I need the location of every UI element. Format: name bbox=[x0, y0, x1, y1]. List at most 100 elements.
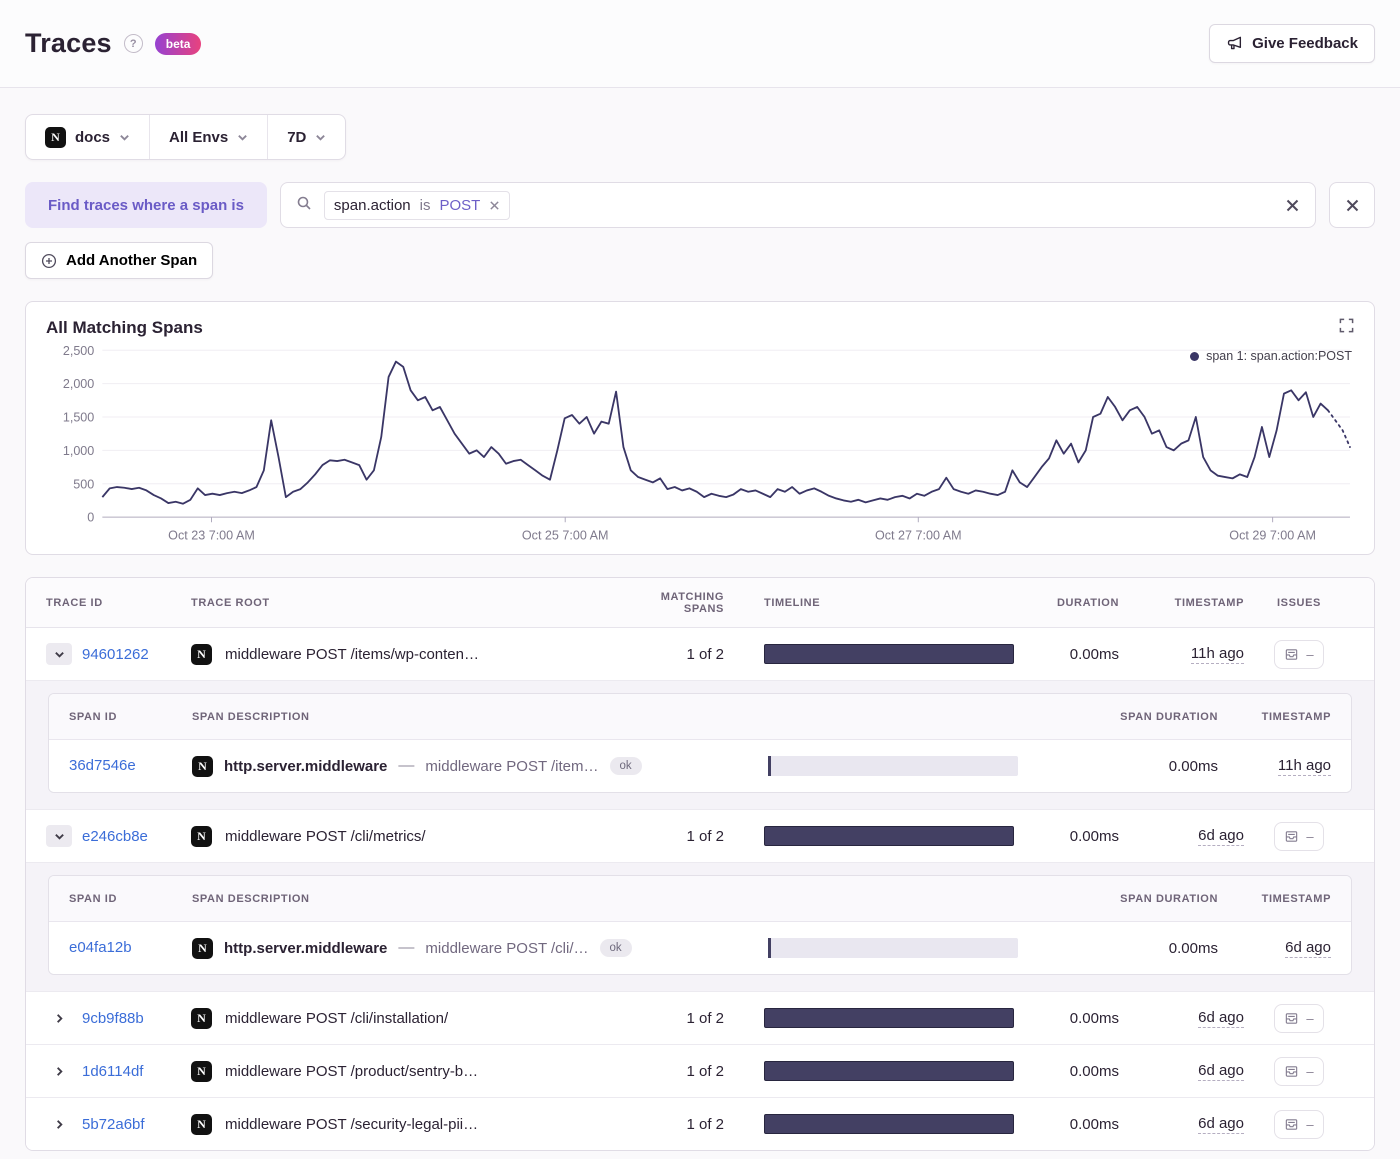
span-id-link[interactable]: 36d7546e bbox=[69, 757, 136, 774]
environment-filter-dropdown[interactable]: All Envs bbox=[149, 115, 267, 159]
nextjs-icon: N bbox=[191, 1113, 212, 1135]
trace-id-link[interactable]: 5b72a6bf bbox=[82, 1115, 145, 1133]
span-query-row: Find traces where a span is span.action … bbox=[25, 182, 1375, 228]
span-search-input[interactable]: span.action is POST bbox=[279, 182, 1316, 228]
matching-spans-count: 1 of 2 bbox=[686, 1009, 724, 1027]
trace-row[interactable]: 9cb9f88b N middleware POST /cli/installa… bbox=[26, 992, 1374, 1044]
matching-spans-count: 1 of 2 bbox=[686, 1062, 724, 1080]
y-axis-label: 1,000 bbox=[63, 443, 94, 458]
span-timeline-bar bbox=[768, 756, 1018, 776]
token-value: POST bbox=[439, 196, 481, 214]
spans-subtable: SPAN ID SPAN DESCRIPTION SPAN DURATION T… bbox=[48, 875, 1352, 975]
add-another-span-label: Add Another Span bbox=[66, 252, 198, 269]
nextjs-project-icon: N bbox=[45, 126, 66, 148]
fullscreen-icon bbox=[1339, 318, 1354, 333]
col-span-description: SPAN DESCRIPTION bbox=[192, 710, 310, 723]
span-operation: http.server.middleware bbox=[224, 757, 388, 775]
spans-line-chart[interactable]: 0 500 1,000 1,500 2,000 2,500 Oct 23 7:00 AM Oc… bbox=[46, 342, 1354, 548]
dash-separator: — bbox=[398, 757, 415, 774]
span-timestamp-value[interactable]: 6d ago bbox=[1285, 939, 1331, 958]
issues-button[interactable]: – bbox=[1274, 1056, 1324, 1086]
collapse-trace-chevron[interactable] bbox=[46, 643, 72, 665]
chart-legend-item[interactable]: span 1: span.action:POST bbox=[1190, 349, 1352, 363]
inbox-icon bbox=[1286, 1118, 1298, 1130]
duration-value: 0.00ms bbox=[1069, 1115, 1119, 1133]
span-row[interactable]: 36d7546e N http.server.middleware — midd… bbox=[49, 740, 1351, 792]
matching-spans-count: 1 of 2 bbox=[686, 645, 724, 663]
expand-chart-button[interactable] bbox=[1339, 318, 1354, 333]
trace-group: e246cb8e N middleware POST /cli/metrics/… bbox=[26, 810, 1374, 992]
page-title: Traces bbox=[25, 28, 112, 58]
project-filter-label: docs bbox=[75, 128, 111, 146]
timestamp-value[interactable]: 6d ago bbox=[1198, 1009, 1244, 1028]
traces-table: TRACE ID TRACE ROOT MATCHING SPANS TIMEL… bbox=[25, 577, 1375, 1151]
trace-group: 94601262 N middleware POST /items/wp-con… bbox=[26, 628, 1374, 810]
timestamp-value[interactable]: 6d ago bbox=[1198, 827, 1244, 846]
add-another-span-button[interactable]: Add Another Span bbox=[25, 242, 214, 279]
col-issues: ISSUES bbox=[1277, 596, 1321, 609]
project-filter-dropdown[interactable]: N docs bbox=[26, 115, 149, 159]
help-icon[interactable]: ? bbox=[123, 34, 143, 53]
clear-search-button[interactable] bbox=[1285, 198, 1300, 213]
page-filter-bar: N docs All Envs 7D bbox=[25, 114, 347, 160]
issues-button[interactable]: – bbox=[1274, 1003, 1324, 1033]
trace-row[interactable]: 94601262 N middleware POST /items/wp-con… bbox=[26, 628, 1374, 680]
token-key: span.action bbox=[333, 196, 411, 214]
remove-span-filter-button[interactable] bbox=[1329, 182, 1375, 228]
give-feedback-button[interactable]: Give Feedback bbox=[1209, 24, 1375, 63]
chart-title: All Matching Spans bbox=[46, 318, 203, 337]
close-icon bbox=[1346, 199, 1358, 211]
filter-token[interactable]: span.action is POST bbox=[323, 190, 511, 220]
span-timestamp-value[interactable]: 11h ago bbox=[1277, 757, 1331, 776]
trace-root-label: middleware POST /security-legal-pii… bbox=[225, 1115, 479, 1133]
timestamp-value[interactable]: 6d ago bbox=[1198, 1115, 1244, 1134]
trace-row[interactable]: 1d6114df N middleware POST /product/sent… bbox=[26, 1045, 1374, 1097]
col-span-description: SPAN DESCRIPTION bbox=[192, 892, 310, 905]
issues-button[interactable]: – bbox=[1274, 639, 1324, 669]
span-id-link[interactable]: e04fa12b bbox=[69, 939, 132, 956]
col-trace-id: TRACE ID bbox=[46, 596, 103, 609]
environment-filter-label: All Envs bbox=[169, 128, 229, 146]
inbox-icon bbox=[1286, 1012, 1298, 1024]
issues-button[interactable]: – bbox=[1274, 821, 1324, 851]
x-axis-label: Oct 29 7:00 AM bbox=[1229, 528, 1316, 543]
inbox-icon bbox=[1286, 830, 1298, 842]
expand-trace-chevron[interactable] bbox=[46, 1060, 72, 1082]
trace-id-link[interactable]: 9cb9f88b bbox=[82, 1009, 144, 1027]
date-range-dropdown[interactable]: 7D bbox=[267, 115, 345, 159]
span-status-badge: ok bbox=[599, 939, 632, 957]
collapse-trace-chevron[interactable] bbox=[46, 825, 72, 847]
trace-row[interactable]: e246cb8e N middleware POST /cli/metrics/… bbox=[26, 810, 1374, 862]
inbox-icon bbox=[1286, 1065, 1298, 1077]
issues-button[interactable]: – bbox=[1274, 1109, 1324, 1139]
duration-value: 0.00ms bbox=[1069, 1062, 1119, 1080]
nextjs-icon: N bbox=[191, 825, 212, 847]
expand-trace-chevron[interactable] bbox=[46, 1007, 72, 1029]
give-feedback-label: Give Feedback bbox=[1252, 35, 1358, 52]
timestamp-value[interactable]: 6d ago bbox=[1198, 1062, 1244, 1081]
nextjs-icon: N bbox=[191, 1007, 212, 1029]
y-axis-label: 0 bbox=[87, 510, 94, 525]
span-duration-value: 0.00ms bbox=[1168, 757, 1218, 775]
span-duration-value: 0.00ms bbox=[1168, 939, 1218, 957]
trace-root-label: middleware POST /cli/installation/ bbox=[225, 1009, 449, 1027]
trace-row[interactable]: 5b72a6bf N middleware POST /security-leg… bbox=[26, 1098, 1374, 1150]
timestamp-value[interactable]: 11h ago bbox=[1190, 645, 1244, 664]
timeline-bar bbox=[764, 644, 1014, 664]
issues-count-empty: – bbox=[1306, 646, 1314, 662]
trace-id-link[interactable]: e246cb8e bbox=[82, 827, 148, 845]
span-query-label: Find traces where a span is bbox=[25, 182, 267, 228]
col-span-duration: SPAN DURATION bbox=[1120, 892, 1218, 905]
expanded-spans-section: SPAN ID SPAN DESCRIPTION SPAN DURATION T… bbox=[26, 680, 1374, 809]
plus-circle-icon bbox=[41, 253, 57, 268]
timeline-bar bbox=[764, 1008, 1014, 1028]
timeline-bar bbox=[764, 1061, 1014, 1081]
dash-separator: — bbox=[398, 939, 415, 956]
trace-id-link[interactable]: 94601262 bbox=[82, 645, 149, 663]
trace-id-link[interactable]: 1d6114df bbox=[82, 1062, 144, 1080]
expand-trace-chevron[interactable] bbox=[46, 1113, 72, 1135]
remove-token-icon[interactable] bbox=[489, 200, 500, 211]
span-row[interactable]: e04fa12b N http.server.middleware — midd… bbox=[49, 922, 1351, 974]
col-duration: DURATION bbox=[1056, 596, 1119, 609]
y-axis-label: 2,500 bbox=[63, 343, 94, 358]
